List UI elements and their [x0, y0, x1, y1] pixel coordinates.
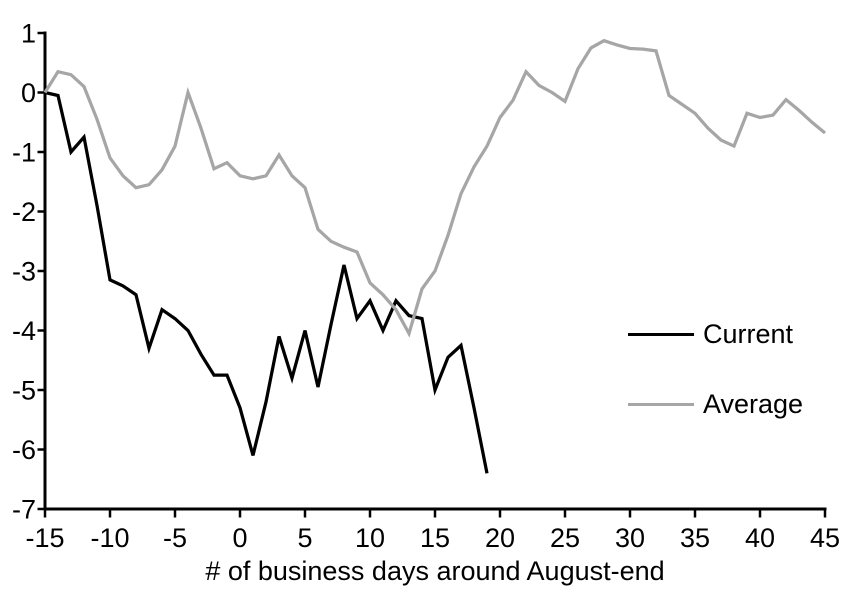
- y-tick-label: -3: [12, 257, 36, 287]
- y-tick-label: -1: [12, 138, 36, 168]
- legend-label-current: Current: [703, 318, 794, 349]
- x-tick-label: 45: [810, 523, 840, 553]
- y-tick-label: -4: [12, 316, 36, 346]
- y-tick-label: -5: [12, 376, 36, 406]
- y-tick-label: -7: [12, 495, 36, 525]
- series-line-average: [43, 38, 827, 338]
- x-tick-label: 30: [615, 523, 645, 553]
- x-tick-label: 15: [420, 523, 450, 553]
- x-tick-label: 5: [297, 523, 312, 553]
- legend-item-average: Average: [628, 388, 804, 419]
- x-axis-title: # of business days around August-end: [205, 556, 665, 586]
- x-tick-label: -5: [163, 523, 187, 553]
- x-tick-label: 35: [680, 523, 710, 553]
- series-line-current: [44, 90, 489, 474]
- x-tick-label: -10: [90, 523, 129, 553]
- x-tick-label: 10: [355, 523, 385, 553]
- legend-item-current: Current: [628, 318, 794, 349]
- x-tick-label: 25: [550, 523, 580, 553]
- y-tick-label: 0: [21, 78, 36, 108]
- y-tick-label: -6: [12, 435, 36, 465]
- y-tick-label: -2: [12, 197, 36, 227]
- x-tick-label: 0: [232, 523, 247, 553]
- x-tick-label: 20: [485, 523, 515, 553]
- x-tick-label: 40: [745, 523, 775, 553]
- y-tick-label: 1: [21, 19, 36, 49]
- legend-line-current: [628, 332, 694, 336]
- legend-line-average: [628, 402, 694, 406]
- x-tick-label: -15: [25, 523, 64, 553]
- legend-label-average: Average: [703, 388, 804, 419]
